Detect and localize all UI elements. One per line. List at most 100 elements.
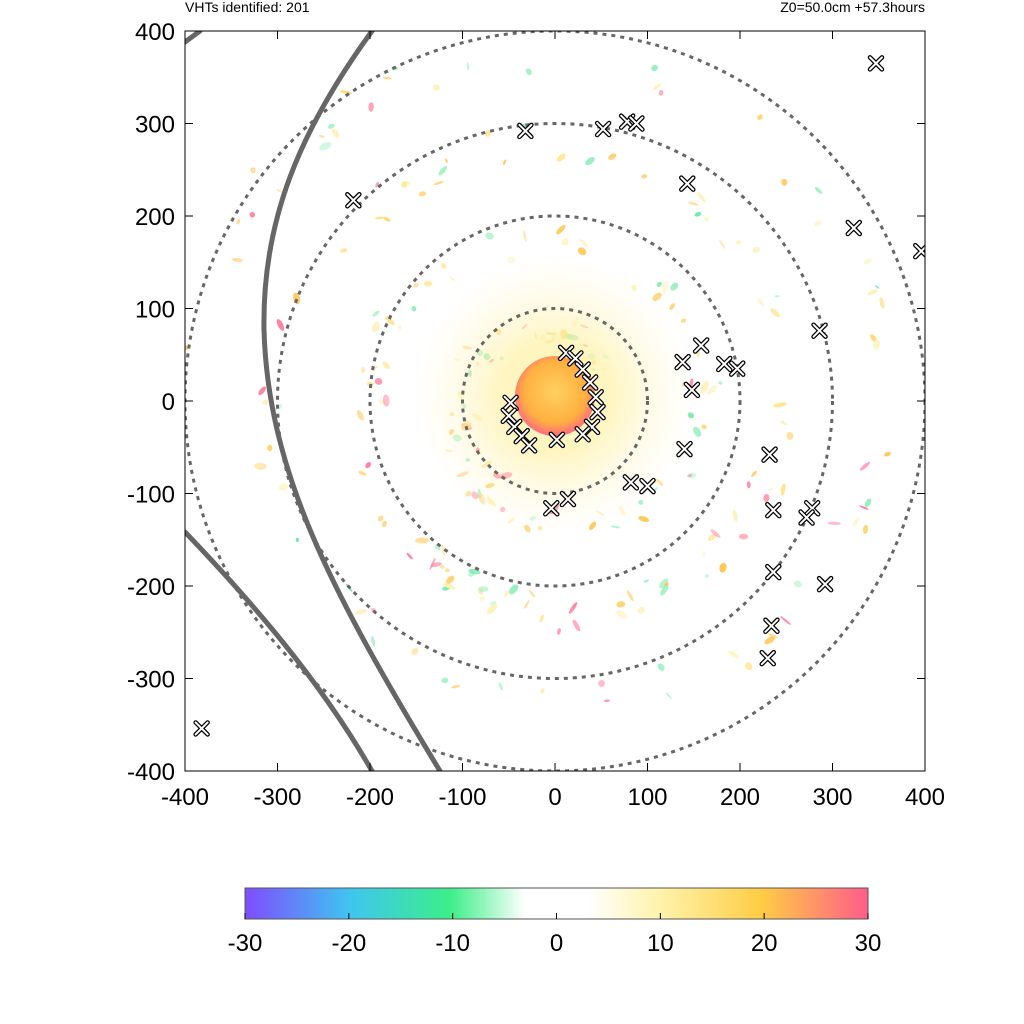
vht-marker <box>587 389 604 406</box>
anomaly-blob <box>746 481 751 489</box>
anomaly-blob <box>764 636 775 645</box>
anomaly-blob <box>657 663 665 671</box>
anomaly-blob <box>773 402 787 408</box>
anomaly-blob <box>377 398 387 406</box>
anomaly-blob <box>867 289 879 296</box>
anomaly-blob <box>603 699 610 703</box>
vht-marker <box>867 55 885 72</box>
colorbar: -30 -20 -10 0 10 20 30 <box>228 887 881 957</box>
vht-marker <box>589 403 606 421</box>
anomaly-blob <box>401 181 408 188</box>
anomaly-blob <box>340 248 348 253</box>
anomaly-blob <box>382 361 390 369</box>
anomaly-blob <box>498 682 503 691</box>
anomaly-blob <box>383 76 392 80</box>
anomaly-blob <box>751 470 757 477</box>
vht-marker <box>502 394 519 412</box>
anomaly-blob <box>377 515 384 522</box>
anomaly-blob <box>700 380 709 394</box>
anomaly-blob <box>864 498 872 508</box>
anomaly-blob <box>793 580 802 588</box>
anomaly-blob <box>767 633 778 638</box>
anomaly-blob <box>249 211 256 218</box>
anomaly-blob <box>669 303 676 311</box>
anomaly-blob <box>557 628 561 635</box>
anomaly-blob <box>503 159 507 165</box>
x-tick-label: 200 <box>720 784 760 811</box>
anomaly-blob <box>523 600 530 609</box>
anomaly-blob <box>870 334 877 342</box>
anomaly-blob <box>718 381 723 385</box>
anomaly-blob <box>295 537 299 542</box>
vht-marker <box>803 500 821 517</box>
anomaly-blob <box>697 191 706 203</box>
x-tick-label: 100 <box>627 784 667 811</box>
anomaly-blob <box>319 142 332 151</box>
anomaly-blob <box>703 216 709 221</box>
anomaly-blob <box>276 319 285 331</box>
vht-marker <box>728 360 746 377</box>
vht-marker <box>716 355 733 373</box>
anomaly-blob <box>774 295 780 298</box>
anomaly-blob <box>664 582 669 586</box>
anomaly-blob <box>441 544 445 556</box>
vht-marker <box>913 242 925 260</box>
anomaly-blob <box>736 240 742 245</box>
anomaly-blob <box>637 606 645 614</box>
anomaly-blob <box>358 470 367 476</box>
anomaly-blob <box>681 318 686 323</box>
anomaly-blob <box>708 533 717 541</box>
anomaly-blob <box>449 276 455 282</box>
anomaly-blob <box>415 537 429 544</box>
vht-marker <box>543 500 560 517</box>
anomaly-blob <box>267 444 273 452</box>
anomaly-blob <box>862 524 869 534</box>
anomaly-blob <box>365 462 372 469</box>
anomaly-blob <box>598 680 605 687</box>
anomaly-blob <box>231 257 243 263</box>
anomaly-blob <box>744 662 753 671</box>
anomaly-blob <box>434 545 441 551</box>
x-tick-label: -400 <box>161 784 209 811</box>
anomaly-blob <box>522 230 527 242</box>
anomaly-blob <box>539 614 544 623</box>
anomaly-blob <box>354 609 368 615</box>
coastline-curve-west <box>185 529 375 771</box>
anomaly-blob <box>687 474 693 478</box>
anomaly-blob <box>863 258 872 265</box>
anomaly-blob <box>556 225 566 235</box>
anomaly-blob <box>732 509 738 522</box>
vht-marker <box>811 322 828 339</box>
anomaly-blob <box>572 619 581 632</box>
y-tick-label: 100 <box>135 297 175 324</box>
anomaly-blob <box>656 281 662 287</box>
anomaly-blob <box>382 520 387 528</box>
anomaly-blob <box>556 153 566 162</box>
y-tick-label: -300 <box>127 667 175 694</box>
anomaly-blob <box>382 394 390 407</box>
anomaly-blob <box>561 238 569 246</box>
x-tick-label: -200 <box>346 784 394 811</box>
anomaly-blob <box>719 239 726 249</box>
vht-marker <box>581 374 599 391</box>
anomaly-blob <box>411 305 417 312</box>
anomaly-blob <box>540 688 545 694</box>
anomaly-blob <box>827 521 841 525</box>
anomaly-blob <box>660 584 669 596</box>
anomaly-blob <box>616 610 627 619</box>
anomaly-blob <box>429 557 436 570</box>
anomaly-blob <box>413 282 419 288</box>
anomaly-blob <box>757 114 763 120</box>
anomaly-blob <box>884 451 891 457</box>
anomaly-blob <box>875 285 880 289</box>
y-tick-label: 200 <box>135 204 175 231</box>
vht-marker <box>574 426 591 443</box>
anomaly-blob <box>694 211 702 217</box>
anomaly-blob <box>254 462 267 470</box>
anomaly-blob <box>411 647 419 655</box>
anomaly-blob <box>701 550 706 558</box>
anomaly-blob <box>445 158 448 163</box>
x-tick-label: 300 <box>812 784 852 811</box>
y-axis: -400 -300 -200 -100 0 100 200 300 400 <box>127 19 925 786</box>
anomaly-blob <box>780 420 788 426</box>
